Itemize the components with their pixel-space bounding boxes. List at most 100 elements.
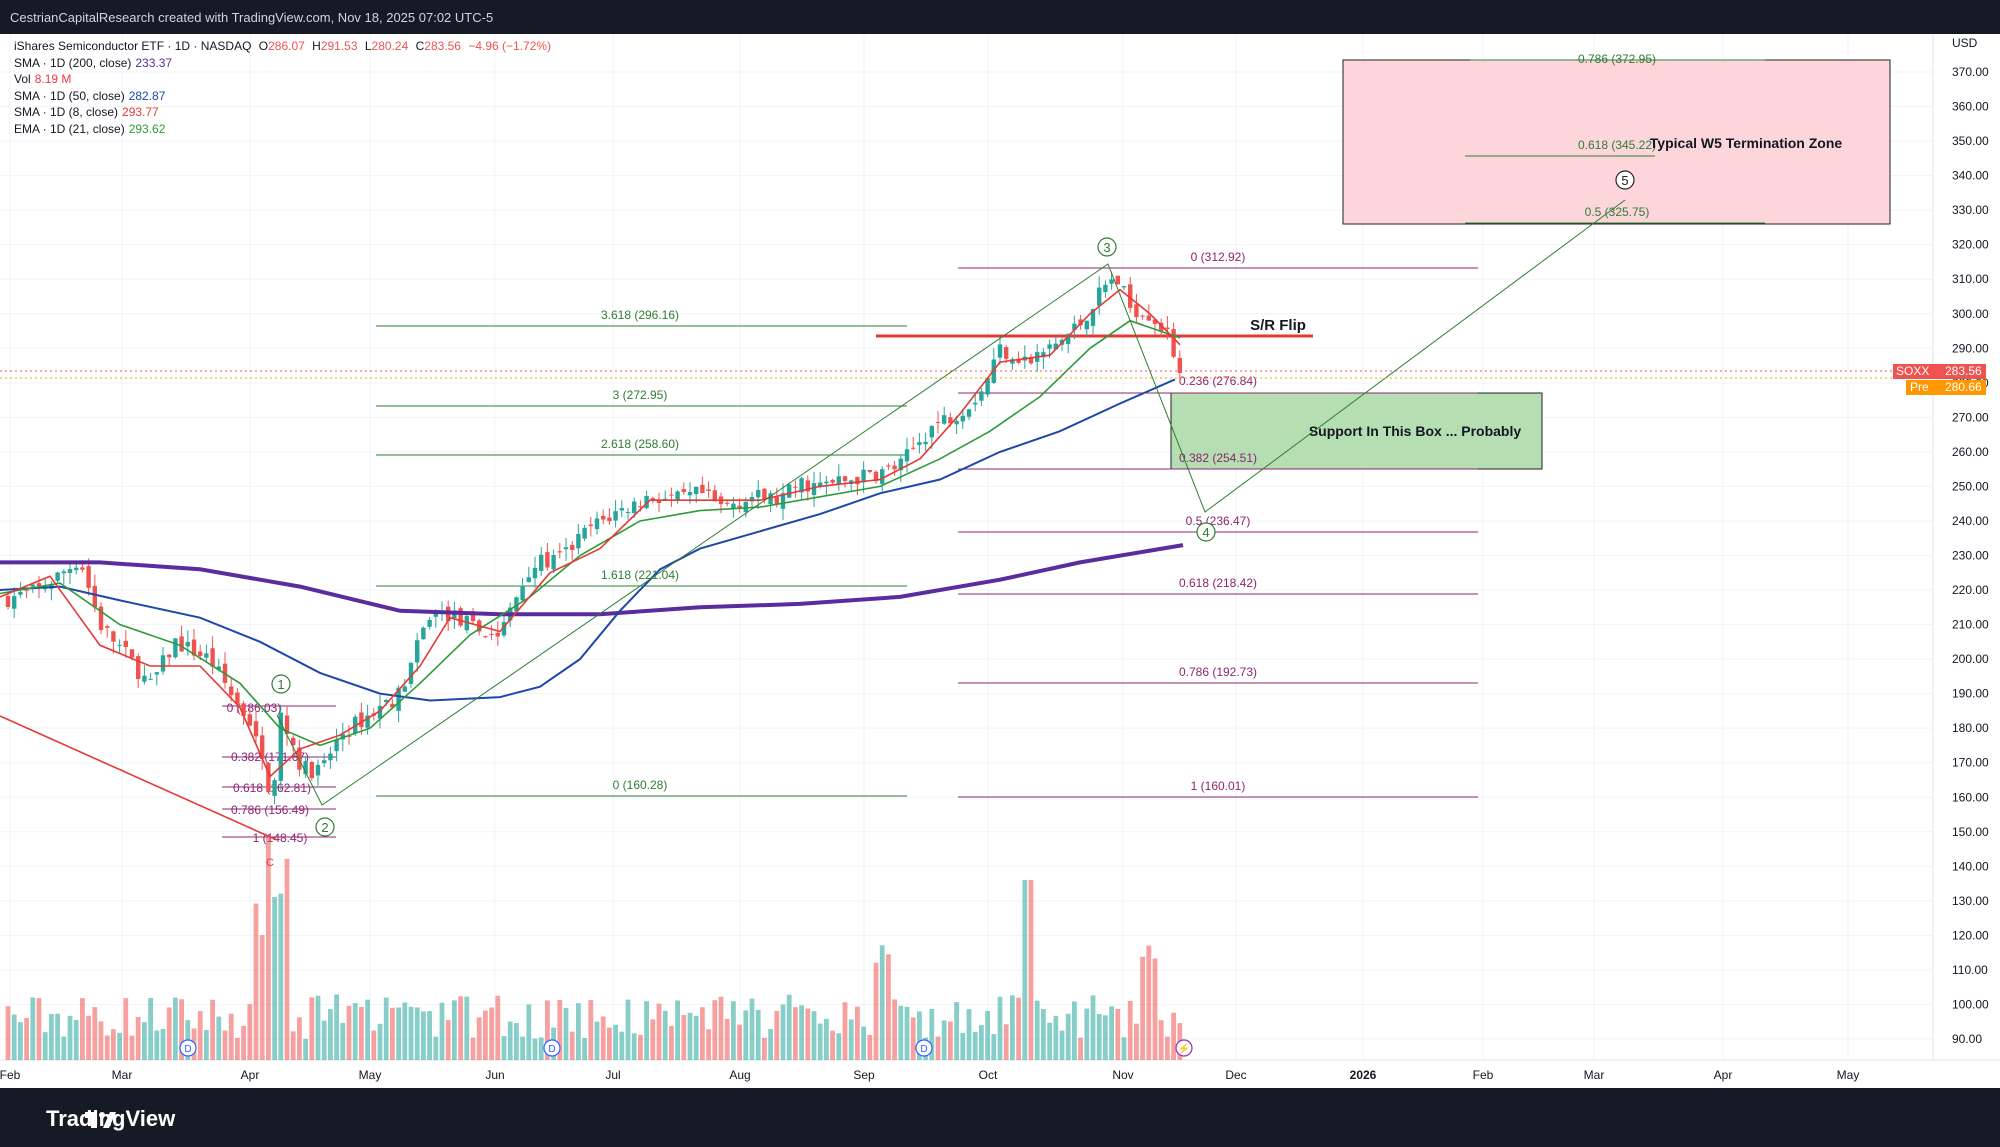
dividend-marker-2[interactable]: D bbox=[543, 1039, 561, 1057]
volume-bar bbox=[458, 996, 463, 1060]
volume-bar bbox=[780, 1004, 786, 1060]
volume-bar bbox=[743, 1010, 749, 1060]
fib-ret-0-label: 0 (312.92) bbox=[1191, 250, 1246, 264]
sr-flip-label: S/R Flip bbox=[1250, 317, 1306, 334]
candle-body bbox=[105, 626, 110, 628]
candle-body bbox=[762, 488, 767, 501]
candle-body bbox=[1072, 323, 1077, 331]
wave-label-3[interactable]: 3 bbox=[1097, 237, 1117, 257]
volume-bar bbox=[315, 995, 321, 1060]
candle-body bbox=[911, 447, 916, 449]
candle-body bbox=[638, 506, 643, 508]
volume-bar bbox=[241, 1025, 246, 1060]
candle-body bbox=[173, 638, 178, 658]
fib-w1-0-label: 0 (186.03) bbox=[227, 701, 282, 715]
legend-indicator-sma8[interactable]: SMA · 1D (8, close) 293.77 bbox=[14, 105, 159, 119]
candle-body bbox=[359, 712, 364, 728]
candle-body bbox=[632, 501, 637, 514]
wave-label-5[interactable]: 5 bbox=[1615, 170, 1635, 190]
price-axis[interactable]: USD 370.00 360.00 350.00 340.00 330.00 320.00… bbox=[1952, 36, 1989, 1046]
candle-body bbox=[67, 569, 73, 574]
volume-bar bbox=[650, 1019, 656, 1060]
time-tick-label: Feb bbox=[0, 1068, 21, 1082]
candle-body bbox=[1109, 279, 1114, 284]
candle-body bbox=[601, 515, 606, 520]
target-zone-box[interactable] bbox=[1342, 59, 1891, 225]
candle-body bbox=[1165, 327, 1170, 330]
volume-bar bbox=[842, 1002, 848, 1060]
candle-body bbox=[408, 662, 414, 684]
volume-bar bbox=[1065, 1013, 1071, 1060]
candle-body bbox=[216, 666, 221, 670]
candle-body bbox=[929, 425, 934, 438]
candle-body bbox=[557, 551, 562, 553]
volume-bar bbox=[197, 1011, 203, 1060]
candle-body bbox=[74, 567, 79, 571]
candle-body bbox=[30, 584, 35, 587]
candle-body bbox=[818, 482, 823, 487]
wave-label-4[interactable]: 4 bbox=[1196, 522, 1216, 542]
candle-body bbox=[768, 493, 773, 505]
volume-bar bbox=[600, 1016, 606, 1060]
volume-bar bbox=[365, 999, 370, 1060]
volume-bar bbox=[886, 954, 891, 1060]
volume-bar bbox=[11, 1014, 17, 1060]
volume-bar bbox=[1072, 1001, 1077, 1060]
fib-ret-0382-label: 0.382 (254.51) bbox=[1179, 451, 1257, 465]
volume-bar bbox=[470, 1037, 476, 1060]
candle-body bbox=[260, 735, 265, 759]
volume-bar bbox=[1121, 1037, 1127, 1060]
candle-body bbox=[24, 589, 29, 591]
last-price-tag: SOXX 283.56 bbox=[1893, 364, 1986, 379]
candle-body bbox=[979, 391, 984, 401]
volume-bar bbox=[1165, 1036, 1170, 1060]
dividend-marker-1[interactable]: D bbox=[179, 1039, 197, 1057]
volume-bar bbox=[1047, 1022, 1052, 1060]
wave-label-1[interactable]: 1 bbox=[271, 674, 291, 694]
ohlc-h-value: 291.53 bbox=[320, 39, 358, 53]
legend-indicator-sma200[interactable]: SMA · 1D (200, close) 233.37 bbox=[14, 55, 173, 70]
volume-bar bbox=[1171, 1012, 1176, 1060]
price-tick-label: 170.00 bbox=[1952, 756, 1989, 770]
volume-bar bbox=[414, 1007, 420, 1060]
volume-bar bbox=[495, 995, 501, 1060]
legend-indicator-vol[interactable]: Vol 8.19 M bbox=[14, 72, 72, 86]
volume-bar bbox=[222, 1030, 228, 1060]
volume-bar bbox=[830, 1030, 835, 1060]
dividend-marker-3[interactable]: D bbox=[915, 1039, 933, 1057]
volume-bar bbox=[768, 1029, 773, 1060]
candle-body bbox=[625, 511, 631, 513]
tradingview-brand[interactable]: TradingView bbox=[46, 1106, 176, 1131]
candle-body bbox=[706, 489, 711, 491]
time-tick-label: Apr bbox=[1714, 1068, 1733, 1082]
support-zone-box[interactable] bbox=[1170, 392, 1543, 470]
wave-label-2[interactable]: 2 bbox=[315, 817, 335, 837]
volume-bar bbox=[675, 1000, 680, 1060]
candle-body bbox=[966, 409, 972, 417]
candle-body bbox=[415, 640, 420, 663]
svg-text:D: D bbox=[920, 1044, 927, 1055]
candle-body bbox=[43, 588, 48, 590]
candle-body bbox=[136, 656, 141, 680]
volume-bar bbox=[576, 1003, 581, 1060]
grid bbox=[0, 34, 1933, 1060]
svg-text:D: D bbox=[548, 1044, 555, 1055]
volume-bar bbox=[433, 1036, 439, 1060]
candle-body bbox=[421, 627, 426, 640]
candle-body bbox=[111, 631, 116, 642]
volume-bar bbox=[24, 1017, 29, 1060]
legend-indicator-ema21[interactable]: EMA · 1D (21, close) 293.62 bbox=[14, 121, 166, 136]
volume-bar bbox=[935, 1036, 941, 1060]
tradingview-logo-icon[interactable] bbox=[10, 1104, 190, 1134]
price-tick-label: 360.00 bbox=[1952, 100, 1989, 114]
volume-bar bbox=[724, 1018, 730, 1060]
volume-bar bbox=[985, 1010, 990, 1060]
legend-symbol-row[interactable]: iShares Semiconductor ETF · 1D · NASDAQ … bbox=[14, 38, 551, 55]
earnings-marker[interactable]: ⚡ bbox=[1175, 1039, 1193, 1057]
volume-bar bbox=[334, 994, 339, 1060]
legend-indicator-sma50[interactable]: SMA · 1D (50, close) 282.87 bbox=[14, 88, 166, 103]
volume-bar bbox=[799, 1005, 804, 1060]
time-axis[interactable]: Feb Mar Apr May Jun Jul Aug Sep Oct Nov Dec 2026 Feb… bbox=[0, 1068, 1859, 1082]
fib-ret-0618-label: 0.618 (218.42) bbox=[1179, 576, 1257, 590]
